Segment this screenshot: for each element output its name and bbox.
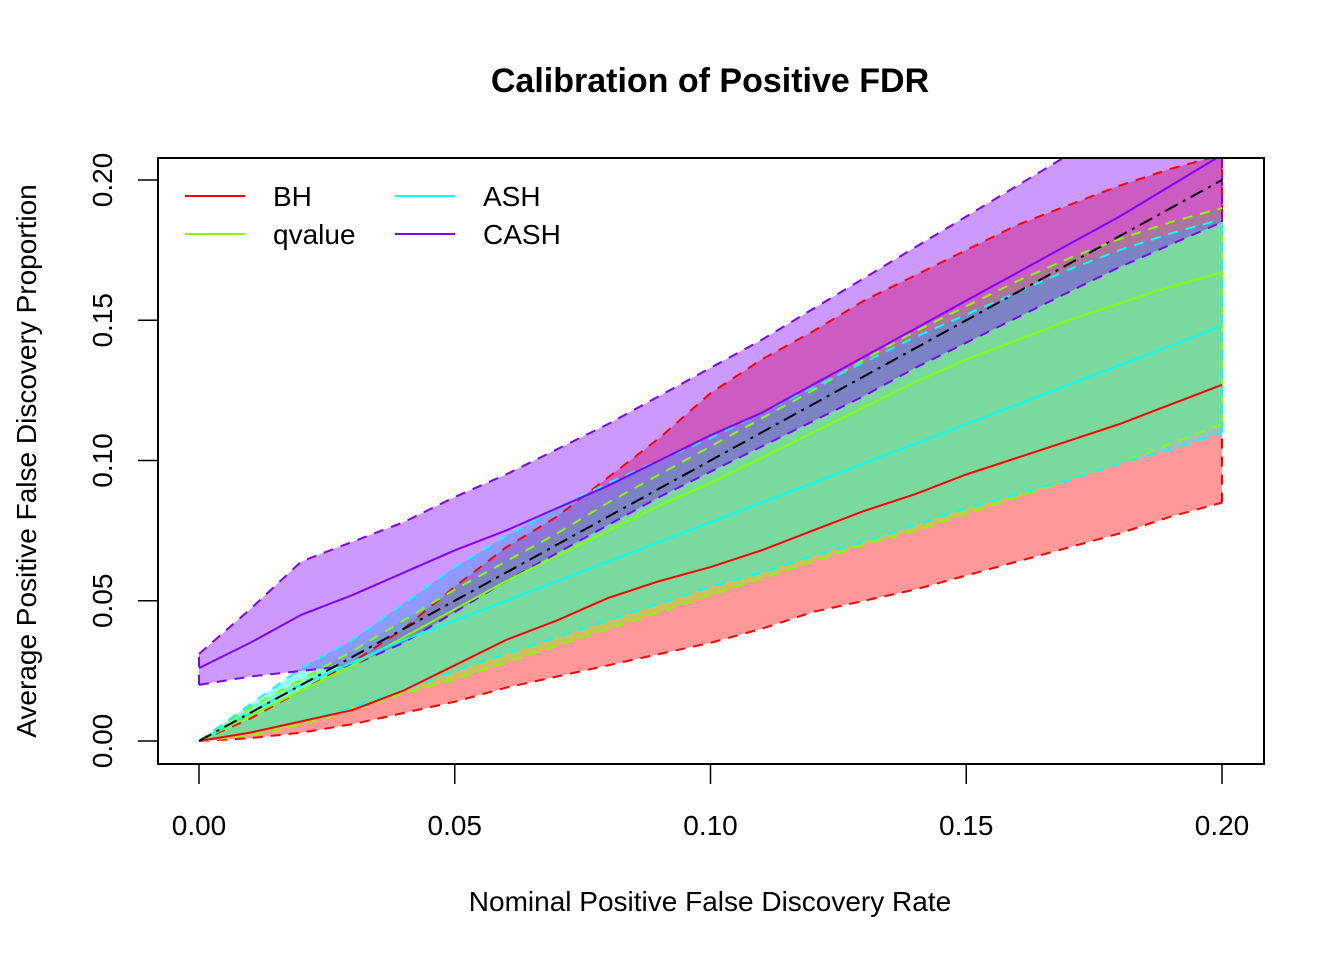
x-axis-label: Nominal Positive False Discovery Rate xyxy=(469,886,951,917)
y-tick-label: 0.15 xyxy=(87,293,118,348)
mean-line-bh xyxy=(198,383,1223,742)
y-tick-label: 0.00 xyxy=(87,714,118,769)
y-tick-label: 0.05 xyxy=(87,574,118,629)
legend-label: BH xyxy=(273,181,312,212)
legend-item-qvalue: qvalue xyxy=(185,219,356,250)
band-bh xyxy=(199,158,1222,741)
identity-line-group xyxy=(198,179,1223,742)
confidence-bands xyxy=(199,158,1222,742)
x-tick-label: 0.20 xyxy=(1195,810,1250,841)
band-cash xyxy=(199,158,1222,685)
x-tick-label: 0.15 xyxy=(939,810,994,841)
x-tick-label: 0.05 xyxy=(428,810,483,841)
chart-title: Calibration of Positive FDR xyxy=(491,62,929,100)
legend: BH qvalue ASH CASH xyxy=(185,181,561,250)
legend-item-bh: BH xyxy=(185,181,312,212)
band-ash xyxy=(199,219,1222,742)
upper-bound-bh xyxy=(198,158,1215,742)
legend-item-ash: ASH xyxy=(395,181,541,212)
upper-bound-ash xyxy=(198,218,1223,742)
lower-bound-cash xyxy=(198,221,1223,686)
y-tick-label: 0.20 xyxy=(87,153,118,208)
mean-lines xyxy=(198,158,1223,742)
x-tick-label: 0.10 xyxy=(683,810,738,841)
x-axis: 0.00 0.05 0.10 0.15 0.20 xyxy=(172,763,1250,841)
band-boundaries xyxy=(198,158,1223,742)
legend-label: ASH xyxy=(483,181,541,212)
mean-line-ash xyxy=(198,324,1223,742)
legend-label: CASH xyxy=(483,219,561,250)
mean-line-cash xyxy=(198,158,1219,669)
legend-label: qvalue xyxy=(273,219,356,250)
y-tick-label: 0.10 xyxy=(87,433,118,488)
identity-line xyxy=(198,179,1223,742)
legend-item-cash: CASH xyxy=(395,219,561,250)
band-qvalue xyxy=(199,208,1222,742)
y-axis: 0.00 0.05 0.10 0.15 0.20 xyxy=(87,153,159,769)
lower-bound-bh xyxy=(198,501,1223,742)
x-tick-label: 0.00 xyxy=(172,810,227,841)
lower-bound-ash xyxy=(198,431,1223,742)
y-axis-label: Average Positive False Discovery Proport… xyxy=(11,184,42,738)
upper-bound-qvalue xyxy=(198,207,1223,742)
